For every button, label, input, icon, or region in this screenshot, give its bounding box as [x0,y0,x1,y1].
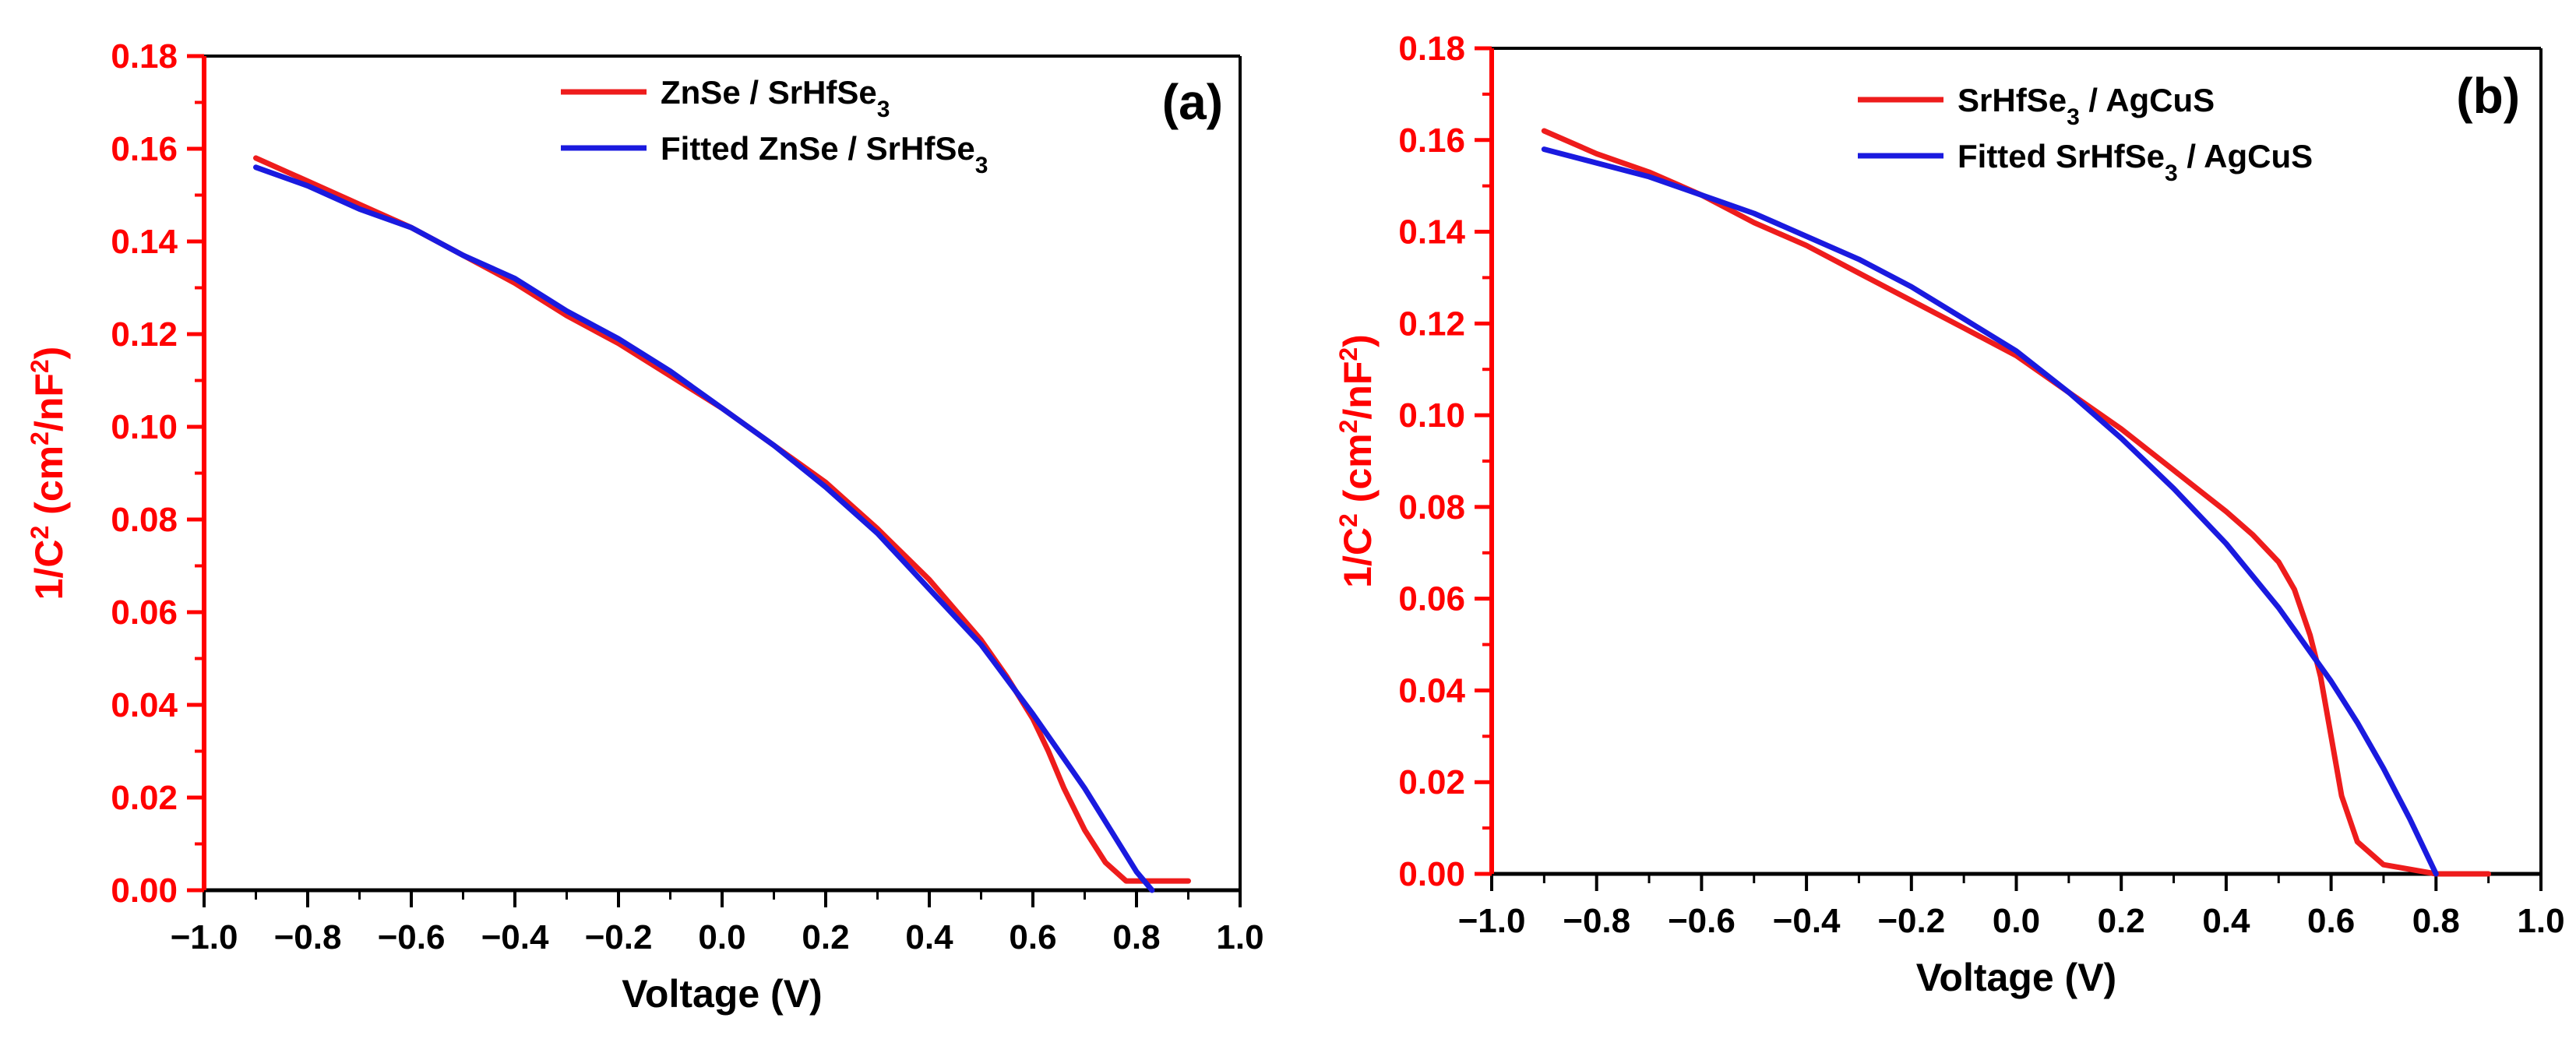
y-axis-title-sup: 2 [1334,347,1362,361]
legend-label-sub: 3 [877,97,890,122]
y-axis-title-part: 1/C [27,540,71,601]
x-tick-label: −0.8 [1563,902,1630,940]
legend-label: SrHfSe3 / AgCuS [1958,82,2215,130]
x-tick-label: 0.8 [1112,918,1160,956]
y-tick-label: 0.12 [111,315,178,354]
y-tick-label: 0.08 [1398,488,1465,527]
legend-label-part: / AgCuS [2080,82,2215,118]
y-tick-label: 0.04 [111,686,178,724]
series-line-fitted [1541,146,2439,877]
y-axis-title: 1/C2 (cm2/nF2) [1334,334,1380,588]
x-tick-label: 0.8 [2412,902,2460,940]
x-tick-label: 0.2 [802,918,849,956]
y-axis-title-sup: 2 [1334,513,1362,527]
x-tick-label: −0.4 [1773,902,1841,940]
legend-label-part: Fitted ZnSe / SrHfSe [661,130,975,167]
x-tick-label: 0.0 [698,918,745,956]
legend-label-part: Fitted SrHfSe [1958,138,2165,174]
x-tick-label: −1.0 [171,918,238,956]
legend-label-sub: 3 [975,153,988,178]
legend-label-sub: 3 [2165,160,2178,186]
y-tick-label: 0.14 [111,223,178,261]
y-tick-label: 0.10 [111,408,178,446]
x-tick-label: 1.0 [2517,902,2564,940]
y-tick-label: 0.12 [1398,305,1465,343]
x-tick-label: −0.4 [481,918,549,956]
legend-label-part: SrHfSe [1958,82,2067,118]
y-tick-label: 0.14 [1398,213,1465,252]
y-axis-title-part: (cm [27,446,71,526]
y-axis-title-sup: 2 [26,359,54,373]
y-axis-title-part: /nF [1336,361,1380,420]
y-tick-label: 0.18 [1398,30,1465,68]
y-axis-title: 1/C2 (cm2/nF2) [26,347,71,601]
x-tick-label: 0.4 [905,918,953,956]
legend-label: Fitted SrHfSe3 / AgCuS [1958,138,2313,186]
x-tick-label: −1.0 [1458,902,1526,940]
legend-label-part: ZnSe / SrHfSe [661,74,877,111]
x-tick-label: 0.4 [2202,902,2250,940]
y-tick-label: 0.02 [111,779,178,817]
x-tick-label: −0.2 [1877,902,1945,940]
x-tick-label: −0.8 [274,918,342,956]
y-axis-title-sup: 2 [1334,420,1362,434]
legend-label-sub: 3 [2067,104,2080,130]
x-axis-title: Voltage (V) [1916,956,2116,999]
series-line-measured [253,155,1191,884]
y-axis-title-sup: 2 [26,431,54,446]
series-line-fitted [253,164,1155,893]
legend-label: Fitted ZnSe / SrHfSe3 [661,130,988,178]
y-tick-label: 0.18 [111,37,178,76]
y-axis-title-part: /nF [27,373,71,431]
y-axis-title-sup: 2 [26,526,54,540]
y-tick-label: 0.16 [1398,122,1465,160]
x-axis-title: Voltage (V) [622,972,822,1016]
y-tick-label: 0.02 [1398,763,1465,801]
x-tick-label: 1.0 [1216,918,1263,956]
y-tick-label: 0.06 [111,593,178,632]
legend-label: ZnSe / SrHfSe3 [661,74,890,122]
x-tick-label: 0.6 [2307,902,2355,940]
x-tick-label: 0.6 [1009,918,1056,956]
y-axis-title-part: (cm [1336,433,1380,513]
x-tick-label: 0.0 [1993,902,2040,940]
y-tick-label: 0.00 [111,872,178,910]
y-tick-label: 0.06 [1398,580,1465,618]
x-tick-label: −0.6 [1668,902,1736,940]
y-tick-label: 0.16 [111,130,178,168]
y-tick-label: 0.10 [1398,396,1465,435]
legend-label-part: / AgCuS [2178,138,2313,174]
y-tick-label: 0.00 [1398,855,1465,893]
y-axis-title-part: ) [1336,334,1380,347]
y-axis-title-part: ) [27,347,71,360]
panel-label: (b) [2456,68,2520,124]
series-line-measured [1541,128,2492,877]
y-tick-label: 0.08 [111,501,178,539]
chart-panel-a: −1.0 −0.8 −0.6 −0.4 −0.2 0.0 0.2 0.4 0.6 0.8 1.0 0.… [26,37,1264,1016]
y-tick-label: 0.04 [1398,671,1465,710]
x-tick-label: 0.2 [2098,902,2145,940]
x-tick-label: −0.6 [378,918,446,956]
panel-label: (a) [1162,74,1223,130]
x-tick-label: −0.2 [585,918,653,956]
y-axis-title-part: 1/C [1336,527,1380,588]
chart-panel-b: −1.0 −0.8 −0.6 −0.4 −0.2 0.0 0.2 0.4 0.6 0.8 1.0 0.… [1334,30,2565,999]
